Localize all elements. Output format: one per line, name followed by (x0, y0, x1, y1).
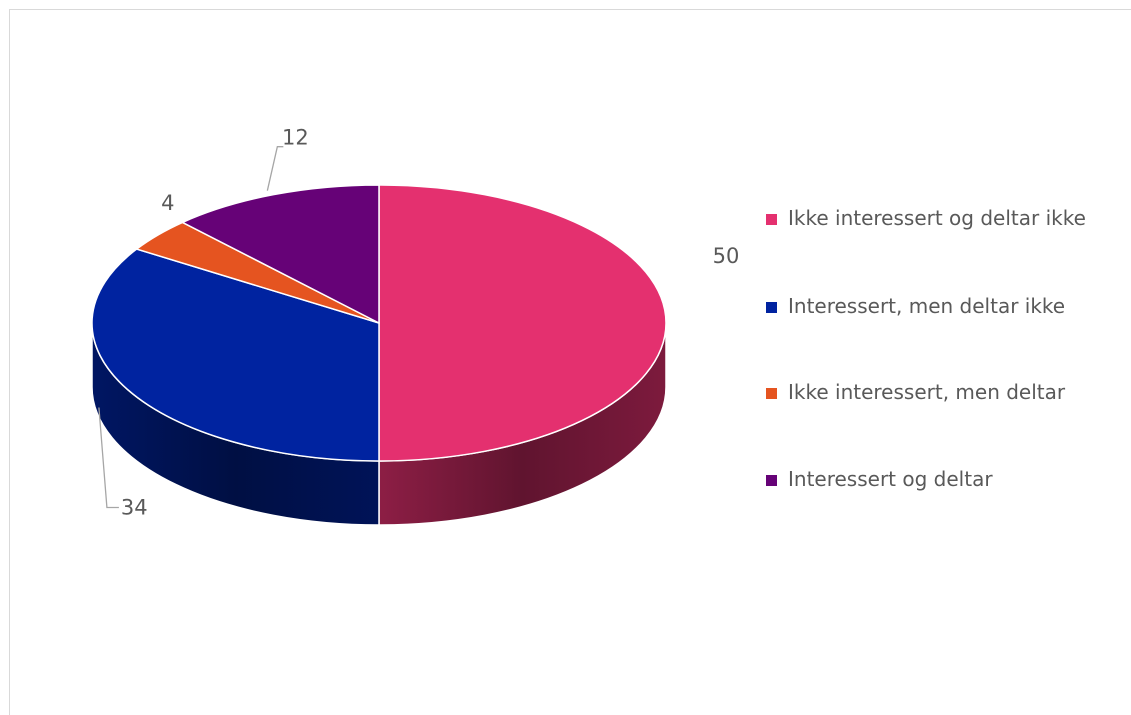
legend-label: Ikke interessert og deltar ikke (788, 206, 1086, 230)
data-label: 50 (713, 244, 740, 268)
legend-swatch (766, 388, 777, 399)
leader-line (266, 146, 284, 191)
leader-lines (98, 146, 284, 509)
legend-item-ikke-interessert-deltar-ikke: Ikke interessert og deltar ikke (766, 200, 1126, 236)
legend-item-interessert-deltar: Interessert og deltar (766, 461, 993, 497)
pie-slice (180, 184, 380, 325)
data-label: 4 (161, 191, 174, 215)
legend-item-interessert-deltar-ikke: Interessert, men deltar ikke (766, 288, 1065, 324)
legend-swatch (766, 214, 777, 225)
data-labels: 50 34 4 12 (121, 126, 739, 520)
chart-frame (9, 9, 1131, 715)
legend-label: Ikke interessert, men deltar (788, 380, 1066, 404)
leader-line (98, 407, 119, 509)
legend-label: Interessert, men deltar ikke (788, 294, 1066, 318)
legend-swatch (766, 302, 777, 313)
legend-label: Interessert og deltar (788, 467, 993, 491)
pie-top (91, 184, 667, 462)
pie-slice (378, 184, 667, 462)
legend-swatch (766, 475, 777, 486)
legend: Ikke interessert og deltar ikke Interess… (766, 200, 1126, 491)
legend-item-ikke-interessert-deltar: Ikke interessert, men deltar (766, 374, 1065, 410)
data-label: 12 (282, 126, 309, 150)
pie-slice (91, 248, 380, 462)
data-label: 34 (121, 496, 148, 520)
